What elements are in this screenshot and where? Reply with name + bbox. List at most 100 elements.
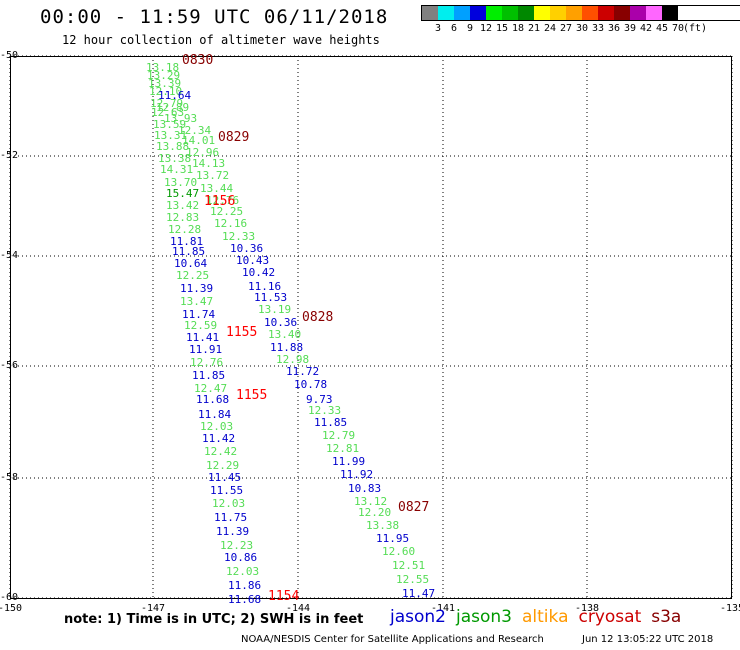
wave-height-value: 13.31 bbox=[154, 129, 188, 142]
wave-height-value: 12.59 bbox=[184, 319, 218, 332]
wave-height-value: 12.25 bbox=[176, 269, 210, 282]
legend-swatch bbox=[534, 6, 550, 20]
latitude-label: -58 bbox=[0, 472, 19, 483]
legend-label: 9 bbox=[466, 23, 474, 34]
legend-label: 3 bbox=[434, 23, 442, 34]
satellite-legend: jason2 jason3 altika cryosat s3a bbox=[390, 607, 691, 627]
legend-swatch bbox=[662, 6, 678, 20]
wave-height-value: 11.95 bbox=[376, 532, 410, 545]
legend-swatch bbox=[438, 6, 454, 20]
legend-label: 27 bbox=[559, 23, 573, 34]
legend-swatch bbox=[470, 6, 486, 20]
wave-height-value: 12.34 bbox=[178, 124, 212, 137]
longitude-label: -141 bbox=[430, 603, 456, 614]
legend-swatch bbox=[630, 6, 646, 20]
wave-height-value: 10.86 bbox=[224, 551, 258, 564]
wave-height-value: 12.33 bbox=[308, 404, 342, 417]
wave-height-value: 14.31 bbox=[160, 163, 194, 176]
satellite-jason3: jason3 bbox=[456, 607, 512, 627]
longitude-label: -147 bbox=[140, 603, 166, 614]
wave-height-value: 13.38 bbox=[366, 519, 400, 532]
wave-height-value: 12.23 bbox=[220, 539, 254, 552]
wave-height-value: 13.38 bbox=[158, 152, 192, 165]
wave-height-value: 11.53 bbox=[254, 291, 288, 304]
legend-swatch bbox=[502, 6, 518, 20]
legend-swatch bbox=[422, 6, 438, 20]
wave-height-value: 12.03 bbox=[200, 420, 234, 433]
legend-swatch bbox=[550, 6, 566, 20]
wave-height-value: 11.45 bbox=[208, 471, 242, 484]
wave-height-value: 11.39 bbox=[216, 525, 250, 538]
wave-height-value: 12.79 bbox=[322, 429, 356, 442]
wave-height-value: 12.55 bbox=[396, 573, 430, 586]
wave-height-value: 11.99 bbox=[332, 455, 366, 468]
longitude-label: -138 bbox=[574, 603, 600, 614]
map-title: 00:00 - 11:59 UTC 06/11/2018 bbox=[40, 6, 389, 28]
wave-height-value: 12.16 bbox=[214, 217, 248, 230]
wave-height-value: 11.55 bbox=[210, 484, 244, 497]
wave-height-value: 15.47 bbox=[166, 187, 200, 200]
wave-height-value: 13.88 bbox=[156, 140, 190, 153]
latitude-label: -50 bbox=[0, 50, 19, 61]
wave-height-value: 12.51 bbox=[392, 559, 426, 572]
wave-height-value: 14.01 bbox=[182, 134, 216, 147]
wave-height-value: 13.47 bbox=[180, 295, 214, 308]
legend-swatch bbox=[566, 6, 582, 20]
wave-height-value: 13.93 bbox=[164, 112, 198, 125]
wave-height-value: 12.76 bbox=[206, 194, 240, 207]
legend-swatch bbox=[646, 6, 662, 20]
legend-swatch bbox=[454, 6, 470, 20]
satellite-s3a: s3a bbox=[651, 607, 682, 627]
wave-height-value: 13.70 bbox=[164, 176, 198, 189]
satellite-cryosat: cryosat bbox=[578, 607, 642, 627]
wave-height-value: 11.39 bbox=[180, 282, 214, 295]
wave-height-value: 11.16 bbox=[248, 280, 282, 293]
footer-timestamp: Jun 12 13:05:22 UTC 2018 bbox=[582, 634, 714, 645]
legend-label: 12 bbox=[479, 23, 493, 34]
legend-label: 15 bbox=[495, 23, 509, 34]
legend-swatch bbox=[598, 6, 614, 20]
wave-height-value: 14.13 bbox=[192, 157, 226, 170]
wave-height-value: 12.76 bbox=[190, 356, 224, 369]
satellite-altika: altika bbox=[522, 607, 569, 627]
latitude-label: -60 bbox=[0, 592, 19, 603]
legend-label: (ft) bbox=[682, 23, 708, 34]
wave-height-value: 11.64 bbox=[158, 89, 192, 102]
wave-height-value: 12.10 bbox=[149, 85, 183, 98]
wave-height-value: 12.83 bbox=[166, 211, 200, 224]
longitude-label: -135 bbox=[719, 603, 740, 614]
legend-label: 39 bbox=[623, 23, 637, 34]
wave-height-value: 11.85 bbox=[172, 245, 206, 258]
wave-height-value: 11.92 bbox=[340, 468, 374, 481]
pass-time-label: 1155 bbox=[226, 325, 258, 340]
wave-height-value: 10.64 bbox=[174, 257, 208, 270]
wave-height-value: 10.83 bbox=[348, 482, 382, 495]
wave-height-value: 13.18 bbox=[146, 61, 180, 74]
pass-time-label: 0829 bbox=[218, 130, 250, 145]
wave-height-value: 12.25 bbox=[210, 205, 244, 218]
legend-label: 6 bbox=[450, 23, 458, 34]
legend-label: 33 bbox=[591, 23, 605, 34]
wave-height-value: 11.68 bbox=[228, 593, 262, 606]
legend-label: 30 bbox=[575, 23, 589, 34]
wave-height-value: 11.68 bbox=[196, 393, 230, 406]
legend-swatch bbox=[486, 6, 502, 20]
wave-height-value: 12.96 bbox=[186, 146, 220, 159]
wave-height-value: 11.91 bbox=[189, 343, 223, 356]
wave-height-value: 12.98 bbox=[276, 353, 310, 366]
wave-height-value: 10.36 bbox=[230, 242, 264, 255]
wave-height-value: 10.43 bbox=[236, 254, 270, 267]
wave-height-value: 13.72 bbox=[196, 169, 230, 182]
wave-height-value: 10.42 bbox=[242, 266, 276, 279]
wave-height-value: 12.79 bbox=[150, 97, 184, 110]
color-legend: 3 6 9 12 15 18 21 24 27 30 33 36 39 42 45 70 (ft) bbox=[421, 5, 740, 35]
map-subtitle: 12 hour collection of altimeter wave hei… bbox=[62, 33, 380, 47]
pass-time-label: 1154 bbox=[268, 589, 300, 604]
wave-height-value: 13.44 bbox=[200, 182, 234, 195]
wave-height-value: 13.19 bbox=[258, 303, 292, 316]
wave-height-value: 10.78 bbox=[294, 378, 328, 391]
wave-height-value: 13.39 bbox=[148, 77, 182, 90]
legend-swatch bbox=[582, 6, 598, 20]
latitude-label: -56 bbox=[0, 360, 19, 371]
legend-swatch bbox=[614, 6, 630, 20]
